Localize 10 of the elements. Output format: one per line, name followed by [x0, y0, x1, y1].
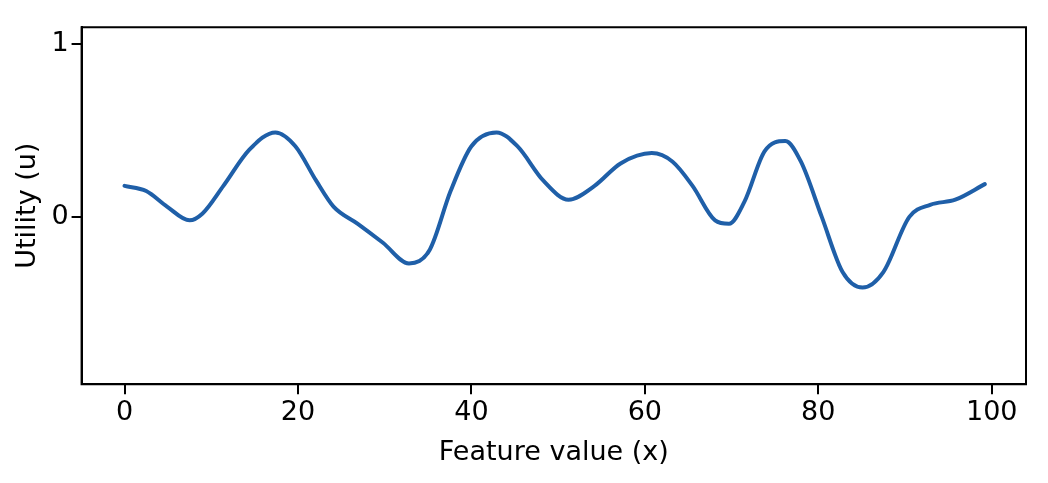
y-axis-title: Utility (u)	[10, 142, 42, 269]
x-tick-label: 0	[115, 395, 134, 427]
x-tick-label: 80	[801, 395, 836, 427]
x-axis-title: Feature value (x)	[438, 434, 669, 466]
y-tick-label: 1	[51, 26, 69, 58]
x-tick-label: 60	[627, 395, 663, 427]
line-series	[122, 130, 987, 290]
x-tick-label: 100	[965, 395, 1018, 427]
x-tick-label: 40	[454, 395, 489, 427]
x-tick-label: 20	[280, 395, 316, 427]
